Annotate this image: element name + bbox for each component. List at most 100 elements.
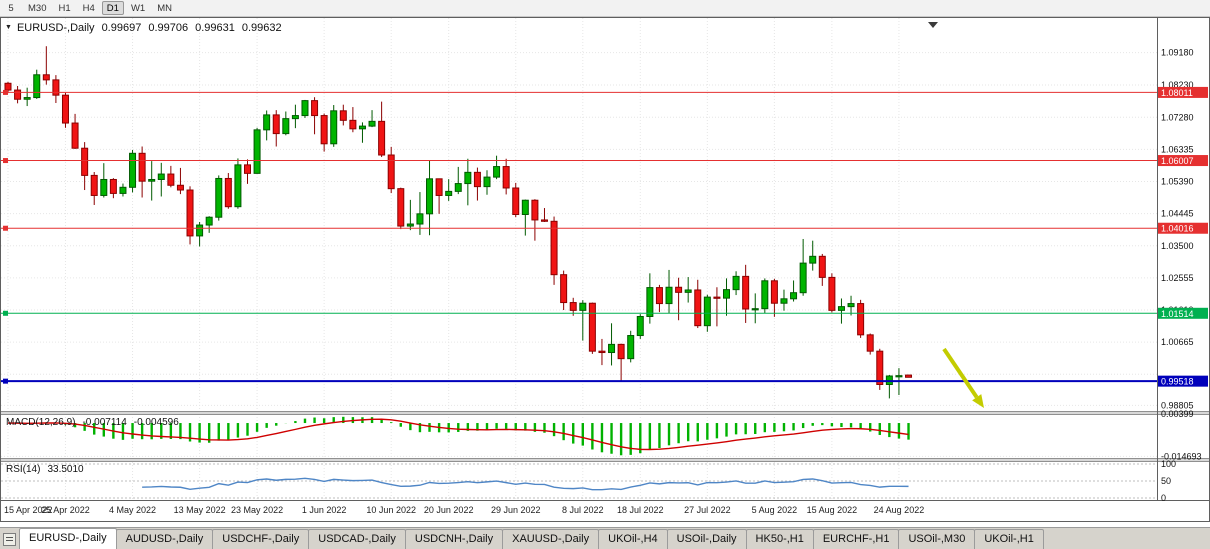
candle-body [311, 100, 319, 117]
candle-body [617, 343, 625, 360]
candle-body [291, 115, 299, 120]
symbol-tab[interactable]: HK50-,H1 [745, 529, 814, 549]
symbol-tab[interactable]: UKOil-,H4 [598, 529, 668, 549]
symbol-tab[interactable]: UKOil-,H1 [974, 529, 1044, 549]
candle-body [847, 303, 855, 308]
timeframe-button-m30[interactable]: M30 [28, 3, 47, 14]
candle-body [761, 280, 769, 310]
timeframe-button-5[interactable]: 5 [8, 3, 14, 14]
candle-body [282, 118, 290, 135]
candle-body [895, 375, 903, 378]
candle-body [349, 119, 357, 130]
svg-text:1.02555: 1.02555 [1161, 273, 1194, 283]
quick-nav-arrow-icon[interactable]: ▼ [5, 24, 12, 31]
chart-window[interactable]: 1.09180 1.08230 1.07280 1.06335 1.05390 1.044… [0, 17, 1210, 522]
candle-body [33, 74, 41, 99]
svg-text:1.06007: 1.06007 [1161, 156, 1194, 166]
candle-body [464, 171, 472, 185]
candle-body [397, 188, 405, 227]
timeframe-button-d1[interactable]: D1 [101, 1, 124, 15]
chart-shift-marker-icon[interactable] [928, 22, 938, 28]
candle-body [301, 100, 309, 117]
svg-text:1.09180: 1.09180 [1161, 48, 1194, 58]
candle-body [675, 286, 683, 293]
symbol-tab[interactable]: USOil-,Daily [666, 529, 747, 549]
svg-text:0.98805: 0.98805 [1161, 400, 1194, 410]
candle-body [416, 213, 424, 225]
symbol-tab[interactable]: EURUSD-,Daily [19, 528, 117, 549]
svg-text:50: 50 [1161, 476, 1171, 486]
svg-text:13 May 2022: 13 May 2022 [174, 505, 226, 515]
svg-text:24 Aug 2022: 24 Aug 2022 [874, 505, 925, 515]
pane-divider[interactable] [1, 411, 1209, 415]
level-line-anchor [3, 158, 8, 164]
candle-body [176, 184, 184, 191]
timeframe-button-mn[interactable]: MN [157, 3, 172, 14]
candle-body [23, 97, 31, 100]
rsi-indicator [1, 463, 1157, 499]
candle-body [837, 306, 845, 311]
candle-body [483, 176, 491, 188]
candle-body [263, 114, 271, 131]
timeframe-button-w1[interactable]: W1 [130, 3, 146, 14]
candle-body [905, 374, 913, 378]
candle-body [454, 183, 462, 192]
candle-body [100, 178, 108, 196]
candle-body [512, 187, 520, 215]
symbol-tab[interactable]: EURCHF-,H1 [812, 529, 900, 549]
candle-body [81, 147, 89, 176]
symbol-tab[interactable]: USDCHF-,Daily [212, 529, 310, 549]
symbol-tab[interactable]: USDCAD-,Daily [308, 529, 406, 549]
svg-text:1.04445: 1.04445 [1161, 209, 1194, 219]
symbol-tab[interactable]: XAUUSD-,Daily [502, 529, 600, 549]
candle-body [272, 114, 280, 135]
candle-body [502, 166, 510, 189]
candle-body [473, 171, 481, 188]
svg-text:1.08011: 1.08011 [1161, 88, 1193, 98]
symbol-tab[interactable]: USDCNH-,Daily [404, 529, 504, 549]
timeframe-button-h1[interactable]: H1 [58, 3, 71, 14]
candle-body [129, 152, 137, 188]
svg-text:0.00399: 0.00399 [1161, 409, 1194, 419]
price-tag [1158, 222, 1208, 234]
level-line-anchor [3, 310, 8, 316]
symbol-tab[interactable]: USOil-,M30 [898, 529, 976, 549]
price-tag [1158, 86, 1208, 98]
grid-layer [1, 18, 1157, 500]
timeframe-toolbar: 5 M30 H1 H4 D1 W1 MN [0, 0, 1210, 17]
candle-body [52, 79, 60, 96]
candle-body [636, 315, 644, 337]
candle-body [119, 186, 127, 194]
candle-body [694, 289, 702, 327]
svg-text:29 Jun 2022: 29 Jun 2022 [491, 505, 541, 515]
svg-text:27 Jul 2022: 27 Jul 2022 [684, 505, 731, 515]
timeframe-button-h4[interactable]: H4 [82, 3, 95, 14]
pane-divider[interactable] [1, 458, 1209, 462]
svg-text:8 Jul 2022: 8 Jul 2022 [562, 505, 604, 515]
horizontal-level-lines[interactable] [1, 89, 1157, 384]
arrow-object[interactable] [942, 347, 984, 408]
candle-body [42, 74, 50, 81]
candle-body [742, 275, 750, 310]
svg-text:18 Jul 2022: 18 Jul 2022 [617, 505, 664, 515]
candle-body [598, 350, 606, 354]
candle-body [330, 110, 338, 145]
svg-text:1.01514: 1.01514 [1161, 309, 1194, 319]
candle-body [148, 178, 156, 182]
svg-text:1.04016: 1.04016 [1161, 224, 1194, 234]
candle-body [713, 296, 721, 299]
macd-signal-line [7, 418, 909, 451]
symbol-tab-bar: EURUSD-,Daily AUDUSD-,Daily USDCHF-,Daily U… [0, 527, 1210, 549]
candle-body [790, 292, 798, 300]
candles-layer[interactable] [4, 46, 913, 399]
candle-body [646, 287, 654, 317]
symbol-list-icon[interactable] [3, 533, 16, 546]
candle-body [14, 89, 22, 100]
symbol-tab[interactable]: AUDUSD-,Daily [115, 529, 214, 549]
chart-canvas[interactable]: 1.09180 1.08230 1.07280 1.06335 1.05390 1.044… [1, 18, 1209, 521]
svg-text:0.99518: 0.99518 [1161, 377, 1194, 387]
candle-body [723, 289, 730, 299]
price-tag [1158, 307, 1208, 319]
price-tag [1158, 375, 1208, 387]
svg-text:1.00665: 1.00665 [1161, 337, 1194, 347]
